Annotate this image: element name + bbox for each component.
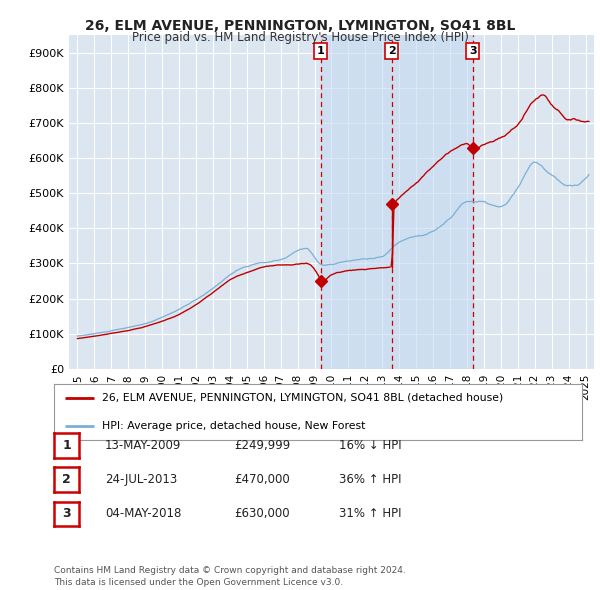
Text: 24-JUL-2013: 24-JUL-2013	[105, 473, 177, 486]
Text: 36% ↑ HPI: 36% ↑ HPI	[339, 473, 401, 486]
Text: Price paid vs. HM Land Registry's House Price Index (HPI): Price paid vs. HM Land Registry's House …	[131, 31, 469, 44]
Text: 3: 3	[469, 46, 476, 56]
Text: 26, ELM AVENUE, PENNINGTON, LYMINGTON, SO41 8BL (detached house): 26, ELM AVENUE, PENNINGTON, LYMINGTON, S…	[101, 392, 503, 402]
Text: £249,999: £249,999	[234, 439, 290, 452]
Text: 26, ELM AVENUE, PENNINGTON, LYMINGTON, SO41 8BL: 26, ELM AVENUE, PENNINGTON, LYMINGTON, S…	[85, 19, 515, 34]
Text: 2: 2	[388, 46, 395, 56]
Text: HPI: Average price, detached house, New Forest: HPI: Average price, detached house, New …	[101, 421, 365, 431]
Text: 04-MAY-2018: 04-MAY-2018	[105, 507, 181, 520]
Text: 2: 2	[62, 473, 71, 486]
Text: 3: 3	[62, 507, 71, 520]
Text: 31% ↑ HPI: 31% ↑ HPI	[339, 507, 401, 520]
Text: 16% ↓ HPI: 16% ↓ HPI	[339, 439, 401, 452]
Bar	[321, 35, 473, 369]
Text: 13-MAY-2009: 13-MAY-2009	[105, 439, 181, 452]
Text: 1: 1	[62, 439, 71, 452]
Text: £630,000: £630,000	[234, 507, 290, 520]
Text: Contains HM Land Registry data © Crown copyright and database right 2024.
This d: Contains HM Land Registry data © Crown c…	[54, 566, 406, 587]
Text: 1: 1	[317, 46, 325, 56]
Text: £470,000: £470,000	[234, 473, 290, 486]
